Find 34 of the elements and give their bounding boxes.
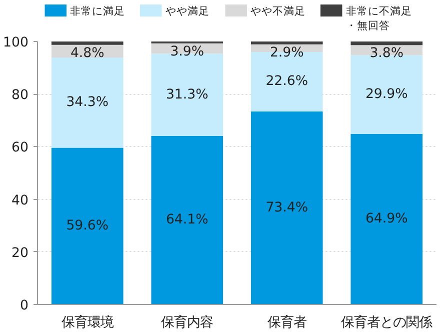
data-label: 59.6%: [66, 218, 109, 234]
y-tick-label: 40: [12, 193, 29, 208]
data-label: 29.9%: [365, 86, 408, 102]
data-label: 64.1%: [166, 212, 208, 228]
legend-label: やや不満足: [250, 4, 306, 18]
legend-label: 非常に不満足・無回答: [346, 4, 412, 32]
y-tick-label: 100: [3, 36, 29, 50]
bar: [51, 148, 124, 304]
legend-label: やや満足: [165, 4, 210, 18]
data-label: 3.9%: [170, 44, 204, 60]
bar: [51, 58, 124, 148]
bar: [350, 42, 423, 46]
bar: [51, 42, 124, 45]
bar: [250, 111, 323, 304]
data-label: 64.9%: [365, 212, 408, 227]
bar: [350, 134, 423, 304]
data-label: 31.3%: [166, 87, 208, 102]
data-label: 34.3%: [66, 95, 109, 110]
x-tick-label: 保育環境: [61, 314, 114, 330]
bar: [250, 42, 323, 44]
data-label: 22.6%: [266, 74, 308, 90]
y-tick-label: 60: [12, 140, 29, 156]
bar: [151, 136, 224, 304]
data-label: 3.8%: [370, 46, 404, 62]
x-tick-label: 保育内容: [161, 314, 214, 330]
data-label: 73.4%: [266, 200, 308, 216]
x-tick-label: 保育者: [267, 314, 306, 330]
y-tick-label: 20: [12, 246, 29, 261]
legend-label: 非常に満足: [70, 4, 126, 18]
x-tick-label: 保育者との関係: [341, 314, 432, 330]
y-tick-label: 80: [12, 88, 29, 104]
y-tick-label: 0: [20, 298, 29, 314]
data-label: 4.8%: [70, 46, 104, 61]
data-label: 2.9%: [270, 45, 304, 60]
